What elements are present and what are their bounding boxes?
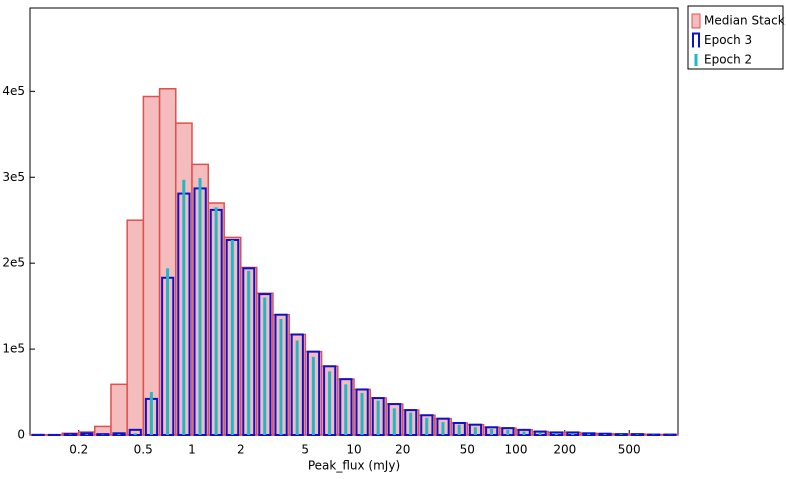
x-tick-label: 200 bbox=[553, 443, 576, 457]
bar-line bbox=[85, 434, 88, 435]
bar-line bbox=[199, 178, 202, 435]
x-tick-label: 0.2 bbox=[69, 443, 88, 457]
bar-line bbox=[377, 401, 380, 435]
bar-line bbox=[117, 434, 120, 435]
legend-label: Epoch 3 bbox=[704, 33, 752, 47]
bar-line bbox=[247, 271, 250, 435]
bar-line bbox=[523, 432, 526, 435]
bar-line bbox=[166, 268, 169, 435]
x-tick-label: 10 bbox=[346, 443, 361, 457]
bar-line bbox=[231, 240, 234, 435]
bar-line bbox=[506, 430, 509, 435]
y-tick-label: 4e5 bbox=[2, 84, 25, 98]
bar-line bbox=[328, 371, 331, 435]
x-axis-label: Peak_flux (mJy) bbox=[308, 459, 400, 473]
bar bbox=[111, 384, 127, 435]
bar-line bbox=[587, 434, 590, 435]
bar-line bbox=[134, 433, 137, 435]
bar-line bbox=[620, 434, 623, 435]
bar-line bbox=[296, 340, 299, 435]
bar-line bbox=[539, 432, 542, 435]
x-tick-label: 0.5 bbox=[134, 443, 153, 457]
bar-line bbox=[603, 434, 606, 435]
x-tick-label: 5 bbox=[301, 443, 309, 457]
bar-line bbox=[393, 408, 396, 435]
bar-line bbox=[490, 429, 493, 435]
bar-line bbox=[555, 433, 558, 435]
bar-line bbox=[425, 418, 428, 435]
bar-line bbox=[571, 433, 574, 435]
x-tick-label: 1 bbox=[188, 443, 196, 457]
bar-line bbox=[263, 298, 266, 435]
y-tick-label: 3e5 bbox=[2, 170, 25, 184]
bar-line bbox=[279, 319, 282, 435]
bar-line bbox=[344, 384, 347, 435]
bar-line bbox=[458, 425, 461, 435]
bar-line bbox=[409, 413, 412, 435]
y-tick-label: 2e5 bbox=[2, 256, 25, 270]
x-tick-label: 100 bbox=[505, 443, 528, 457]
x-tick-label: 20 bbox=[395, 443, 410, 457]
bar-line bbox=[182, 180, 185, 435]
bar-line bbox=[636, 434, 639, 435]
bar bbox=[143, 96, 159, 435]
legend-swatch bbox=[695, 54, 698, 66]
legend-label: Median Stack bbox=[704, 14, 785, 28]
x-tick-label: 2 bbox=[237, 443, 245, 457]
x-tick-label: 500 bbox=[618, 443, 641, 457]
x-tick-label: 50 bbox=[460, 443, 475, 457]
y-tick-label: 1e5 bbox=[2, 342, 25, 356]
legend-label: Epoch 2 bbox=[704, 53, 752, 67]
y-tick-label: 0 bbox=[17, 428, 25, 442]
bar-line bbox=[215, 207, 218, 435]
bar bbox=[127, 220, 143, 435]
legend-swatch bbox=[692, 14, 700, 28]
bar-line bbox=[312, 357, 315, 435]
bar-line bbox=[150, 392, 153, 435]
bar-line bbox=[474, 427, 477, 435]
bar-line bbox=[441, 422, 444, 435]
bar-line bbox=[361, 393, 364, 435]
